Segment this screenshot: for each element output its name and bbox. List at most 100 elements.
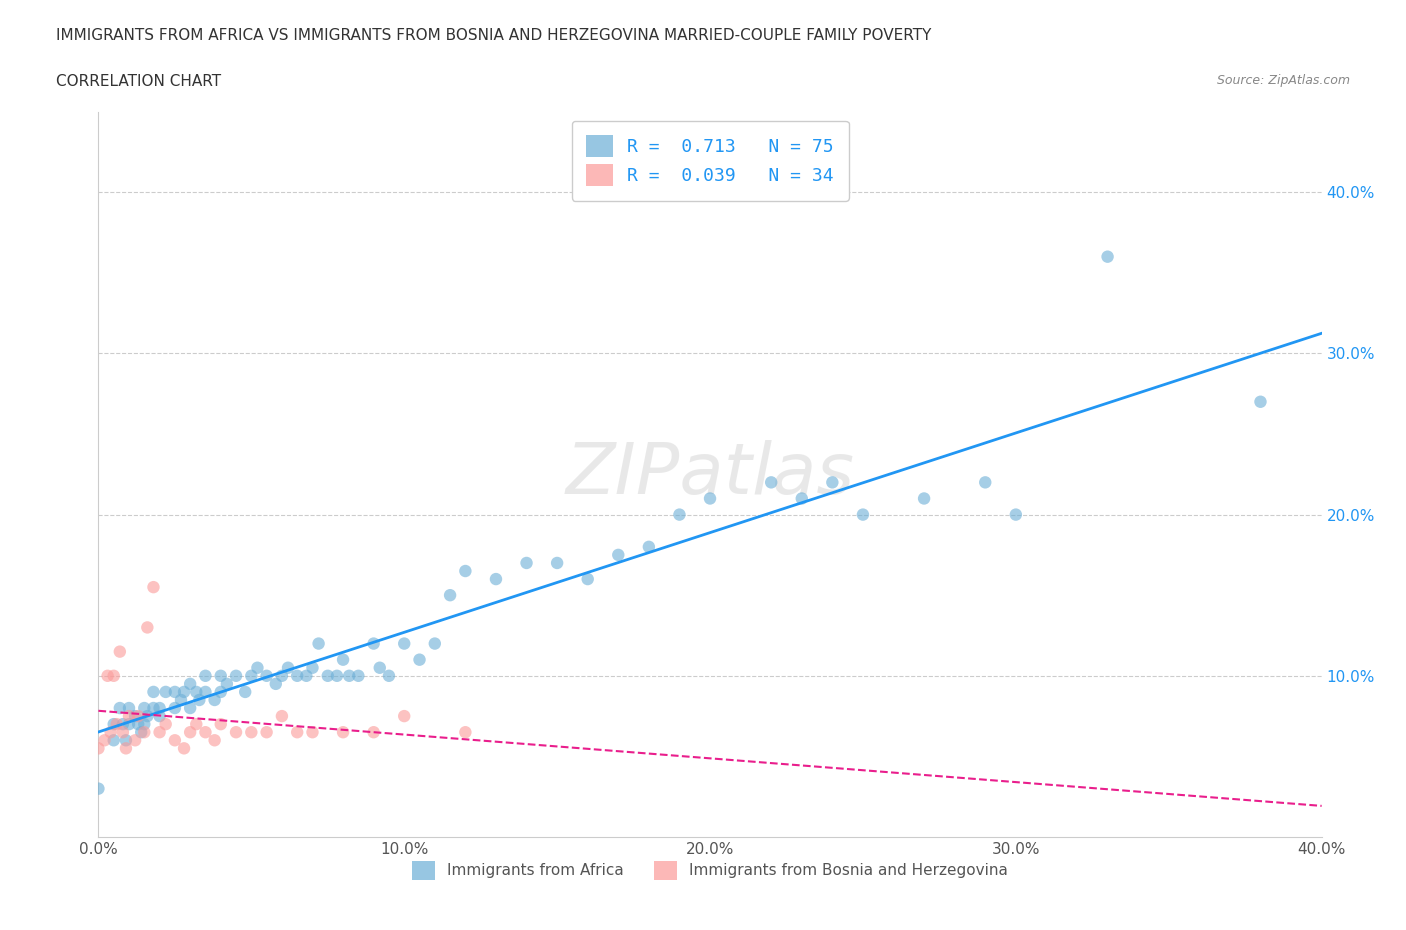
Point [225,669,247,684]
Point [186,717,208,732]
Point [149,700,172,715]
Point [179,724,201,739]
Point [347,669,370,684]
Point [142,579,165,594]
Point [111,717,134,732]
Point [209,717,232,732]
Point [363,636,385,651]
Point [194,684,217,699]
Point [87,781,110,796]
Point [368,660,391,675]
Point [233,684,256,699]
Point [127,709,149,724]
Point [337,669,360,684]
Point [134,724,156,739]
Point [454,564,477,578]
Point [103,717,125,732]
Point [392,636,416,651]
Point [408,652,430,667]
Point [103,733,125,748]
Point [136,709,159,724]
Point [215,676,238,691]
Point [124,733,146,748]
Point [225,724,247,739]
Point [332,724,354,739]
Point [163,700,186,715]
Point [173,741,195,756]
Point [149,724,172,739]
Point [485,572,508,587]
Point [115,733,138,748]
Point [256,669,278,684]
Point [163,733,186,748]
Point [256,724,278,739]
Point [127,717,149,732]
Point [142,700,165,715]
Point [134,717,156,732]
Point [118,717,141,732]
Text: Source: ZipAtlas.com: Source: ZipAtlas.com [1216,74,1350,87]
Point [270,669,292,684]
Point [454,724,477,739]
Point [142,684,165,699]
Point [118,709,141,724]
Point [607,548,630,563]
Point [423,636,446,651]
Point [194,724,217,739]
Point [821,475,844,490]
Point [301,660,323,675]
Point [170,693,193,708]
Point [204,693,226,708]
Point [332,652,354,667]
Point [285,669,308,684]
Point [188,693,211,708]
Point [378,669,401,684]
Point [1004,507,1026,522]
Point [270,709,292,724]
Point [637,539,661,554]
Point [108,644,131,659]
Point [163,684,186,699]
Point [308,636,330,651]
Point [316,669,339,684]
Point [668,507,690,522]
Legend: Immigrants from Africa, Immigrants from Bosnia and Herzegovina: Immigrants from Africa, Immigrants from … [404,854,1017,887]
Point [155,684,177,699]
Point [129,724,152,739]
Point [124,709,146,724]
Point [108,700,131,715]
Point [204,733,226,748]
Point [363,724,385,739]
Point [209,669,232,684]
Point [326,669,349,684]
Point [439,588,461,603]
Point [246,660,269,675]
Point [209,684,232,699]
Point [1249,394,1271,409]
Point [1097,249,1119,264]
Point [173,684,195,699]
Point [285,724,308,739]
Point [134,700,156,715]
Point [912,491,935,506]
Point [100,724,122,739]
Point [392,709,416,724]
Point [194,669,217,684]
Point [115,741,138,756]
Text: IMMIGRANTS FROM AFRICA VS IMMIGRANTS FROM BOSNIA AND HERZEGOVINA MARRIED-COUPLE : IMMIGRANTS FROM AFRICA VS IMMIGRANTS FRO… [56,28,932,43]
Point [295,669,318,684]
Point [111,724,134,739]
Point [186,684,208,699]
Point [974,475,997,490]
Point [118,700,141,715]
Point [546,555,568,570]
Point [103,669,125,684]
Point [87,741,110,756]
Point [852,507,875,522]
Point [264,676,287,691]
Point [277,660,299,675]
Point [699,491,721,506]
Point [576,572,599,587]
Point [240,669,263,684]
Point [155,717,177,732]
